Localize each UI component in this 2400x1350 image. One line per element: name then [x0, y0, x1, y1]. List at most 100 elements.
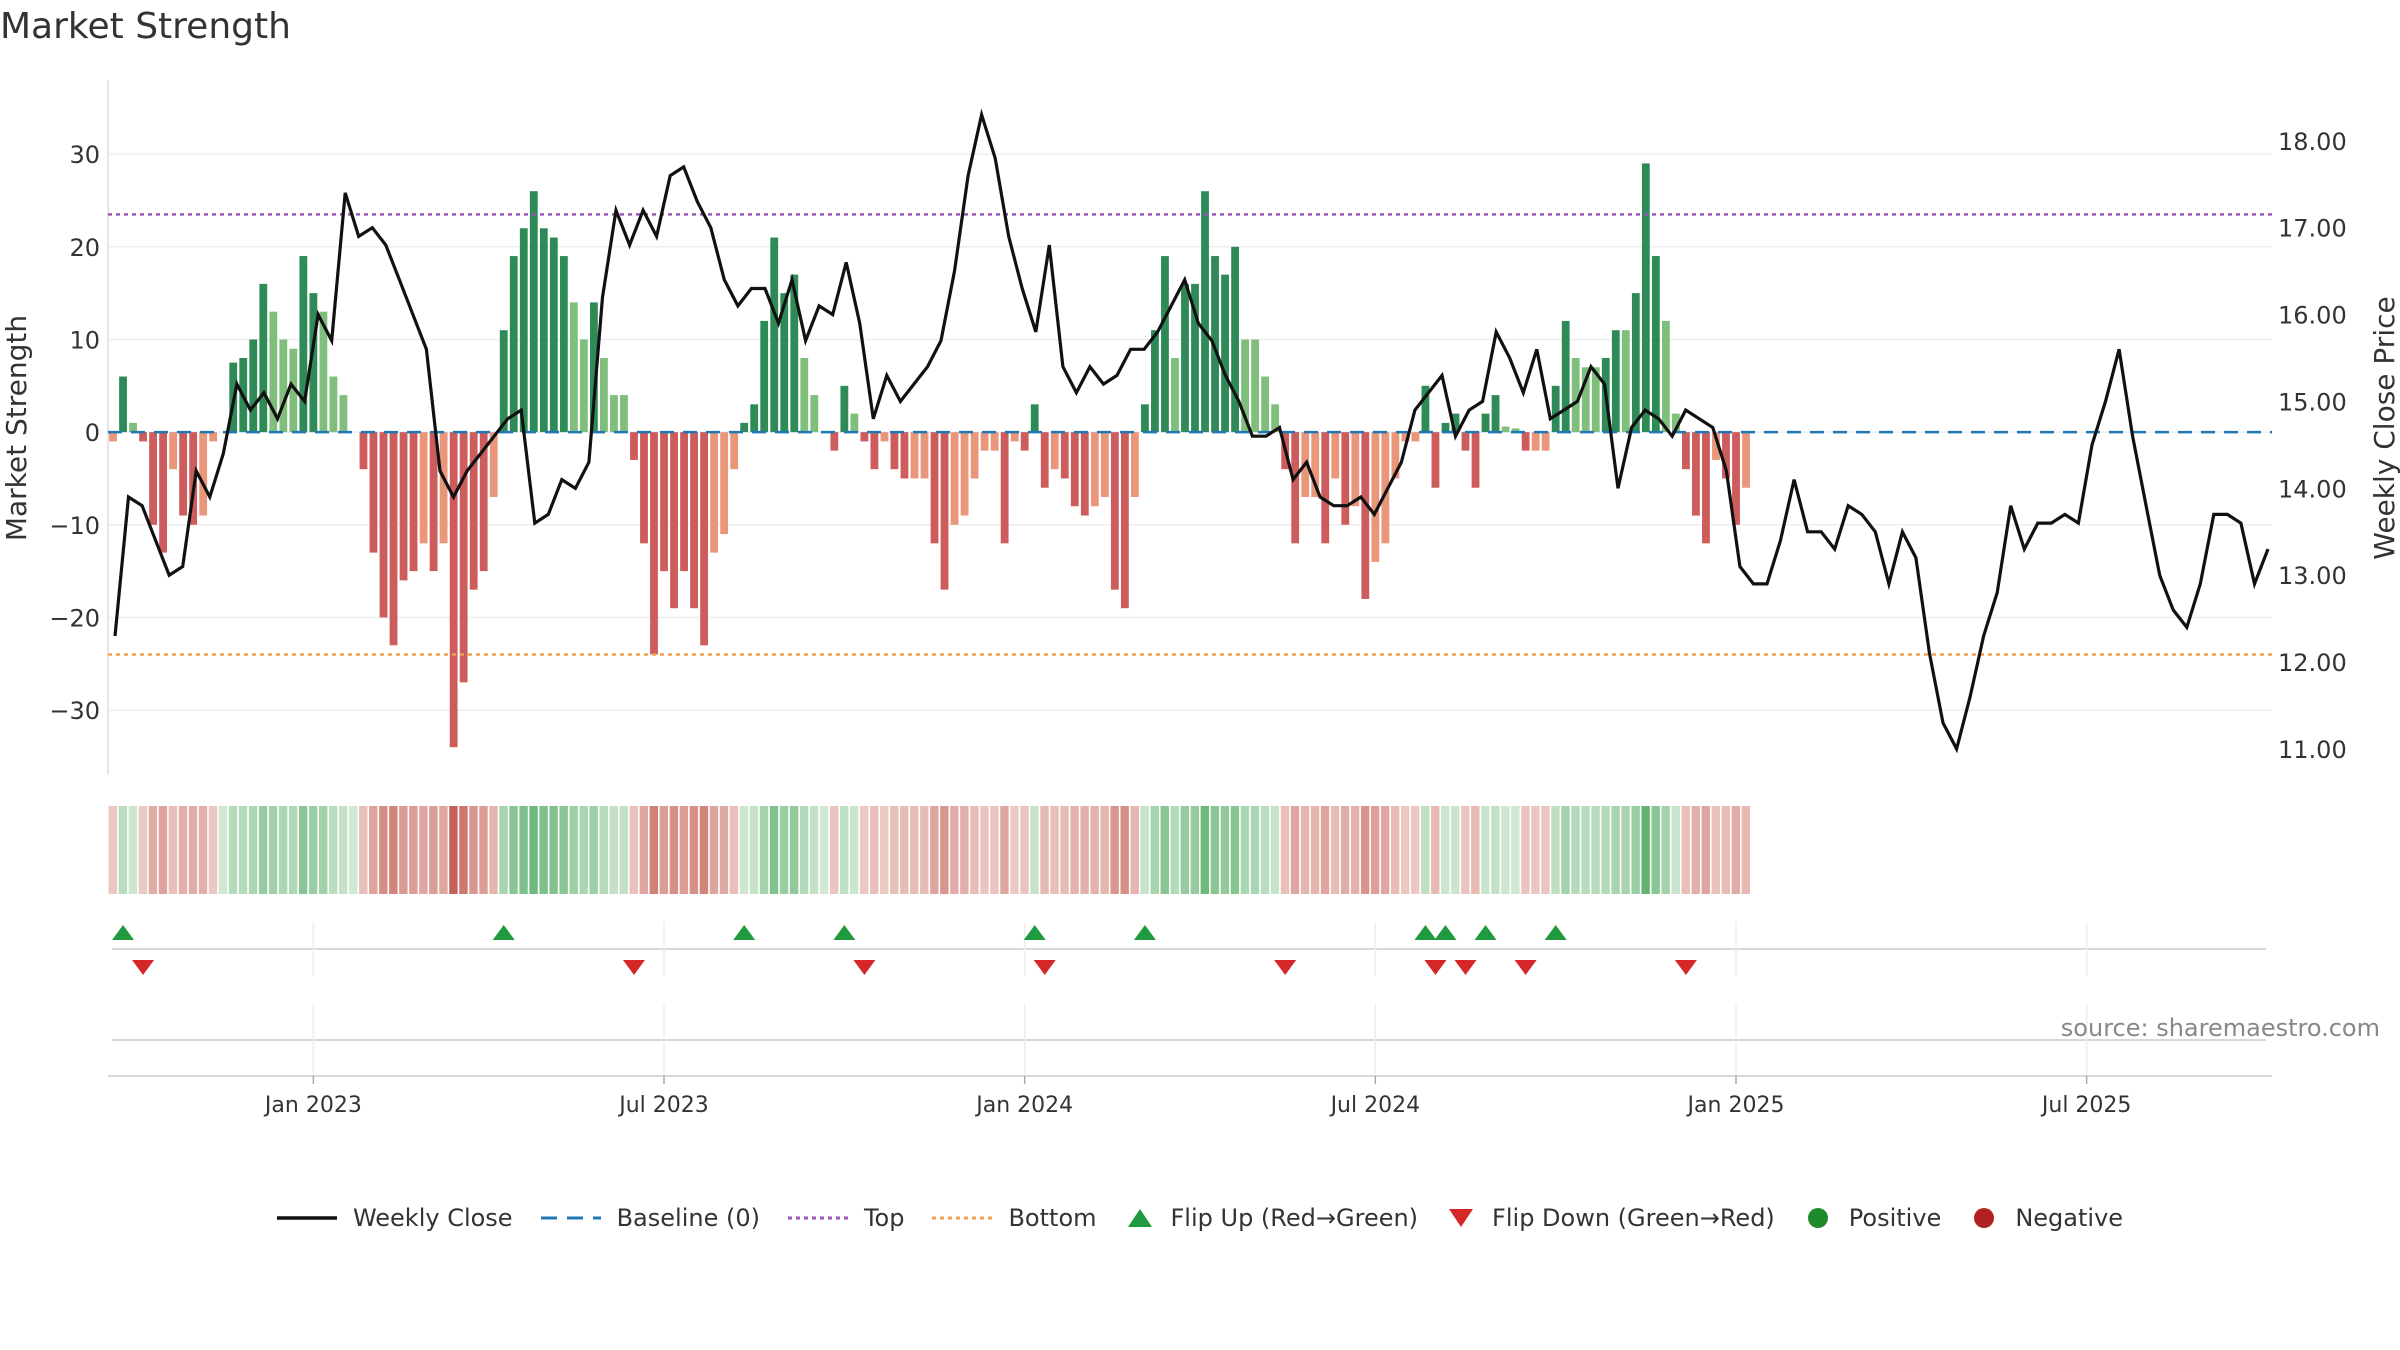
heat-cell	[1541, 806, 1550, 894]
heat-cell	[1421, 806, 1430, 894]
x-tick-label: Jan 2024	[974, 1093, 1073, 1118]
strength-bar	[940, 432, 949, 590]
strength-bar	[870, 432, 879, 470]
strength-bar	[409, 432, 418, 572]
strength-bar	[790, 274, 799, 433]
heat-cell	[1731, 806, 1741, 894]
flip-down-marker	[1454, 960, 1477, 975]
positive-dot-icon	[1807, 1208, 1828, 1228]
heat-cell	[1601, 806, 1610, 894]
heat-cell	[1270, 806, 1280, 894]
strength-bar	[760, 320, 769, 433]
strength-bar	[289, 348, 298, 433]
heat-cell	[880, 806, 889, 894]
heat-cell	[849, 806, 859, 894]
heat-cell	[960, 806, 969, 894]
strength-bar	[1661, 320, 1670, 433]
heat-cell	[1310, 806, 1320, 894]
strength-bar	[660, 432, 668, 572]
heat-cell	[519, 806, 528, 894]
heat-cell	[1130, 806, 1139, 894]
heat-cell	[589, 806, 598, 894]
heat-cell	[659, 806, 669, 894]
strength-bar	[650, 432, 658, 655]
heat-cell	[1260, 806, 1270, 894]
strength-bar	[1702, 432, 1710, 544]
strength-bar	[1441, 422, 1450, 433]
strength-bar	[1351, 432, 1360, 507]
strength-bar	[770, 237, 779, 433]
top-swatch-icon	[787, 1216, 848, 1220]
heat-cell	[238, 806, 248, 894]
strength-bar	[1671, 413, 1680, 433]
strength-bar	[1191, 283, 1199, 433]
y2-tick-label: 15.00	[2278, 388, 2347, 416]
heat-cell	[1160, 806, 1169, 894]
heat-cell	[178, 806, 188, 894]
strength-bar	[269, 311, 278, 433]
flip-up-marker	[1544, 925, 1567, 940]
heat-cell	[1290, 806, 1300, 894]
strength-bar	[1291, 432, 1300, 544]
heat-cell	[1651, 806, 1660, 894]
heat-cell	[539, 806, 548, 894]
heat-cell	[1340, 806, 1350, 894]
heat-cell	[990, 806, 999, 894]
strength-bar	[1561, 320, 1570, 433]
flip-down-triangle-icon	[1449, 1209, 1474, 1227]
strength-heat-strip	[108, 806, 1751, 894]
legend-bottom-label: Bottom	[1008, 1204, 1097, 1232]
strength-bar	[189, 432, 198, 525]
strength-bar	[1341, 432, 1350, 525]
heat-cell	[1220, 806, 1230, 894]
heat-cell	[1431, 806, 1440, 894]
x-tick-label: Jul 2024	[1329, 1093, 1421, 1118]
flip-up-marker	[1023, 925, 1046, 940]
strength-bar	[1621, 330, 1630, 433]
legend-top-label: Top	[863, 1204, 905, 1232]
strength-bar	[549, 237, 558, 433]
strength-bar	[129, 422, 137, 433]
strength-bar	[1080, 432, 1089, 516]
heat-cell	[389, 806, 398, 894]
strength-bar	[1501, 426, 1510, 433]
strength-bar	[539, 228, 548, 433]
strength-bar	[1712, 432, 1720, 460]
heat-cell	[689, 806, 699, 894]
strength-bar	[810, 395, 819, 433]
heat-cell	[1210, 806, 1220, 894]
heat-cell	[1010, 806, 1019, 894]
heat-cell	[1701, 806, 1710, 894]
heat-cell	[479, 806, 488, 894]
y-tick-label: −20	[49, 604, 100, 632]
strength-bar	[970, 432, 979, 479]
x-tick-label: Jan 2023	[263, 1093, 362, 1118]
heat-cell	[940, 806, 949, 894]
legend-flip-up-label: Flip Up (Red→Green)	[1170, 1204, 1419, 1232]
heat-cell	[1581, 806, 1590, 894]
heat-cell	[1050, 806, 1059, 894]
strength-bar	[1611, 330, 1620, 433]
heat-cell	[419, 806, 428, 894]
strength-bar	[1491, 395, 1500, 433]
heat-cell	[1451, 806, 1460, 894]
strength-bar	[1251, 339, 1260, 433]
heat-cell	[1711, 806, 1720, 894]
strength-bar	[1010, 432, 1019, 442]
strength-bar	[339, 395, 348, 433]
heat-cell	[379, 806, 388, 894]
heat-cell	[1350, 806, 1360, 894]
strength-bar	[880, 432, 889, 442]
strength-bar	[179, 432, 188, 516]
heat-cell	[1080, 806, 1089, 894]
heat-cell	[1040, 806, 1049, 894]
heat-cell	[459, 806, 468, 894]
heat-cell	[1531, 806, 1540, 894]
heat-cell	[158, 806, 168, 894]
strength-bar	[1451, 413, 1460, 433]
heat-cell	[369, 806, 378, 894]
strength-bar	[1120, 432, 1129, 609]
flip-up-marker	[112, 925, 135, 940]
strength-bar	[1110, 432, 1119, 590]
heat-cell	[649, 806, 659, 894]
